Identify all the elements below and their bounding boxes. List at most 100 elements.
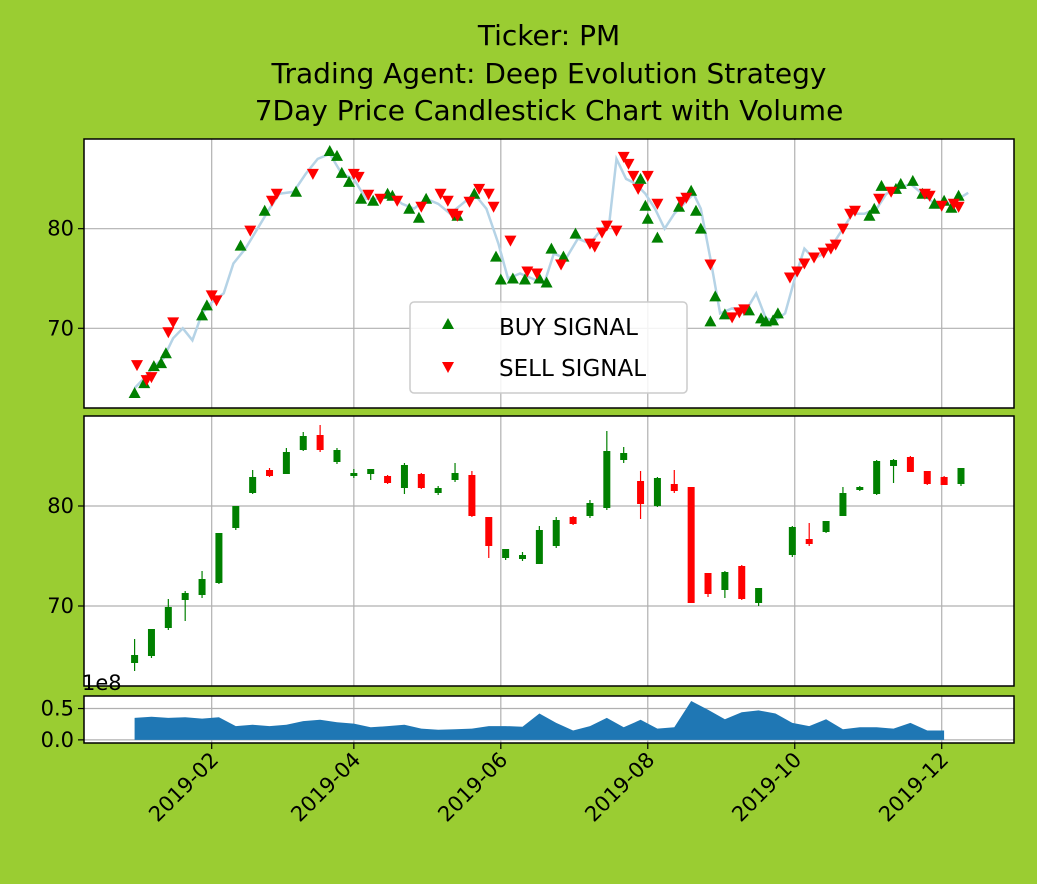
candlestick <box>417 473 425 489</box>
sell-signal-marker <box>588 241 601 253</box>
candlestick <box>704 573 712 597</box>
candle-body <box>805 539 813 544</box>
buy-signal-marker <box>159 347 172 359</box>
candlestick <box>164 599 172 630</box>
volume-frame <box>83 695 1015 744</box>
candlestick <box>299 432 307 451</box>
candle-body <box>434 488 442 493</box>
candle-body <box>620 453 628 460</box>
candlestick <box>805 523 813 546</box>
candlestick <box>333 448 341 464</box>
candlestick <box>721 571 729 598</box>
sell-signal-marker <box>434 188 447 200</box>
candlestick <box>485 517 493 558</box>
candle-body <box>738 566 746 599</box>
candle-body <box>873 461 881 494</box>
buy-signal-marker <box>138 377 151 389</box>
sell-signal-marker <box>145 372 158 384</box>
sell-signal-marker <box>482 188 495 200</box>
candlesticks <box>131 425 965 671</box>
candles-grid <box>84 416 1014 686</box>
candlestick <box>552 517 560 548</box>
sell-signal-marker <box>600 220 613 232</box>
sell-signal-marker <box>641 170 654 182</box>
sell-signal-marker <box>441 195 454 207</box>
buy-signal-marker <box>128 387 141 399</box>
candlestick <box>755 588 763 606</box>
y-tick-label: 0.5 <box>41 697 74 721</box>
volume-area <box>134 701 945 740</box>
sell-signal-marker <box>783 272 796 284</box>
legend: BUY SIGNAL SELL SIGNAL <box>409 301 688 394</box>
candle-body <box>181 593 189 600</box>
candlestick <box>839 487 847 516</box>
candle-body <box>856 487 864 490</box>
buy-signal-marker <box>771 307 784 319</box>
sell-signal-marker <box>836 223 849 235</box>
sell-signal-marker <box>362 189 375 201</box>
sell-signal-marker <box>873 193 886 205</box>
sell-signal-marker <box>651 198 664 210</box>
y-tick-label: 0.0 <box>41 728 74 752</box>
candle-body <box>249 477 257 493</box>
buy-signal-marker <box>704 315 717 327</box>
candlestick <box>923 471 931 485</box>
candlestick <box>468 471 476 517</box>
sell-signal-marker <box>555 259 568 271</box>
candlestick <box>906 456 914 472</box>
sell-signal-marker <box>131 360 144 372</box>
sell-signal-marker <box>347 168 360 180</box>
buy-signal-markers <box>128 144 965 399</box>
buy-signal-marker <box>234 239 247 251</box>
candlestick <box>738 565 746 600</box>
candlestick <box>502 549 510 560</box>
candlestick <box>822 521 830 533</box>
sell-signal-marker <box>463 196 476 208</box>
legend-sell-marker <box>442 362 454 373</box>
candle-body <box>333 450 341 462</box>
candlestick <box>687 487 695 603</box>
buy-signal-marker <box>533 272 546 284</box>
volume-offset-text: 1e8 <box>82 671 122 695</box>
candle-body <box>164 607 172 628</box>
candle-body <box>940 477 948 485</box>
sell-signal-marker <box>738 304 751 316</box>
buy-signal-marker <box>868 202 881 214</box>
candle-body <box>367 469 375 474</box>
legend-box <box>409 301 688 394</box>
sell-signal-marker <box>817 247 830 259</box>
sell-signal-marker <box>947 198 960 210</box>
candlestick <box>569 516 577 525</box>
candlestick <box>653 477 661 507</box>
buy-signal-marker <box>694 222 707 234</box>
sell-signal-marker <box>885 186 898 198</box>
candle-body <box>670 484 678 491</box>
sell-signal-marker <box>622 158 635 170</box>
sell-signal-marker <box>487 201 500 213</box>
buy-signal-marker <box>673 200 686 212</box>
buy-signal-marker <box>155 357 168 369</box>
candles-frame <box>83 415 1015 687</box>
signals-y-ticks: 70 80 <box>47 217 84 340</box>
candlestick <box>131 639 139 671</box>
candle-body <box>518 555 526 559</box>
candle-body <box>215 533 223 583</box>
buy-signal-marker <box>952 189 965 201</box>
volume-y-ticks: 0.00.5 <box>41 697 84 752</box>
candlestick <box>367 469 375 480</box>
candlestick <box>637 471 645 519</box>
buy-signal-marker <box>196 309 209 321</box>
buy-signal-marker <box>200 299 213 311</box>
candlestick <box>181 591 189 621</box>
candlestick <box>940 476 948 485</box>
candle-body <box>282 452 290 474</box>
buy-signal-marker <box>945 201 958 213</box>
candle-body <box>637 481 645 504</box>
sell-signal-marker <box>829 239 842 251</box>
candlestick <box>873 460 881 495</box>
buy-signal-marker <box>330 149 343 161</box>
title-line-ticker: Ticker: PM <box>477 19 620 52</box>
sell-signal-marker <box>632 183 645 195</box>
buy-signal-marker <box>928 197 941 209</box>
candlestick <box>856 486 864 491</box>
